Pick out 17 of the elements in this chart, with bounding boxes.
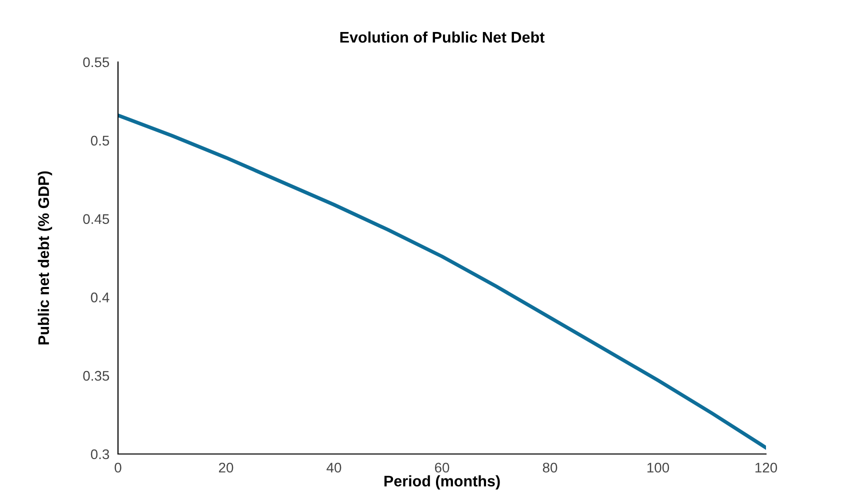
x-tick-label: 60 xyxy=(434,462,450,473)
y-tick-label: 0.3 xyxy=(90,449,110,460)
y-tick-label: 0.55 xyxy=(83,57,110,68)
x-tick-label: 0 xyxy=(114,462,122,473)
line-series xyxy=(118,114,766,450)
x-tick-label: 100 xyxy=(647,462,670,473)
y-tick-label: 0.4 xyxy=(90,292,110,302)
x-tick-label: 40 xyxy=(326,462,342,473)
y-tick-label: 0.35 xyxy=(83,370,110,381)
x-axis-title: Period (months) xyxy=(384,475,500,490)
chart-title: Evolution of Public Net Debt xyxy=(340,31,545,43)
x-tick-label: 20 xyxy=(218,462,234,473)
x-tick-label: 80 xyxy=(542,462,558,473)
y-tick-label: 0.5 xyxy=(90,136,110,146)
y-axis-title: Public net debt (% GDP) xyxy=(38,171,52,344)
y-tick-label: 0.45 xyxy=(83,214,110,224)
x-tick-label: 120 xyxy=(755,462,778,473)
